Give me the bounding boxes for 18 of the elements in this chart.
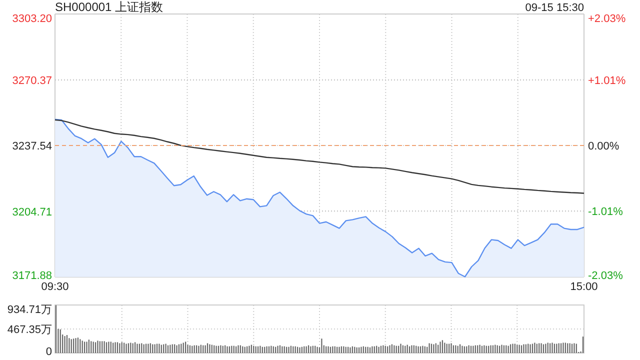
y-tick-label: 0	[46, 346, 52, 358]
y-tick-label: 3303.20	[12, 13, 52, 25]
y-tick-label: 3171.88	[12, 270, 52, 282]
y2-tick-label: -2.03%	[588, 270, 624, 282]
y-tick-label: 3204.71	[12, 206, 52, 218]
line-series	[54, 119, 585, 194]
x-tick-label: 09:30	[41, 281, 69, 293]
y2-tick-label: +2.03%	[588, 13, 626, 25]
y2-tick-label: +1.01%	[588, 75, 626, 88]
y-tick-label: 3270.37	[12, 74, 52, 87]
y2-tick-label: 0.00%	[588, 140, 620, 152]
y-tick-label: 467.35万	[7, 324, 52, 336]
chart-subtitle: 09-15 15:30	[525, 2, 584, 14]
x-tick-label: 15:00	[570, 281, 598, 293]
y-tick-label: 3237.54	[12, 140, 52, 152]
y-tick-label: 934.71万	[7, 304, 52, 316]
chart-title: SH000001 上证指数	[55, 0, 164, 14]
y2-tick-label: -1.01%	[588, 206, 624, 218]
